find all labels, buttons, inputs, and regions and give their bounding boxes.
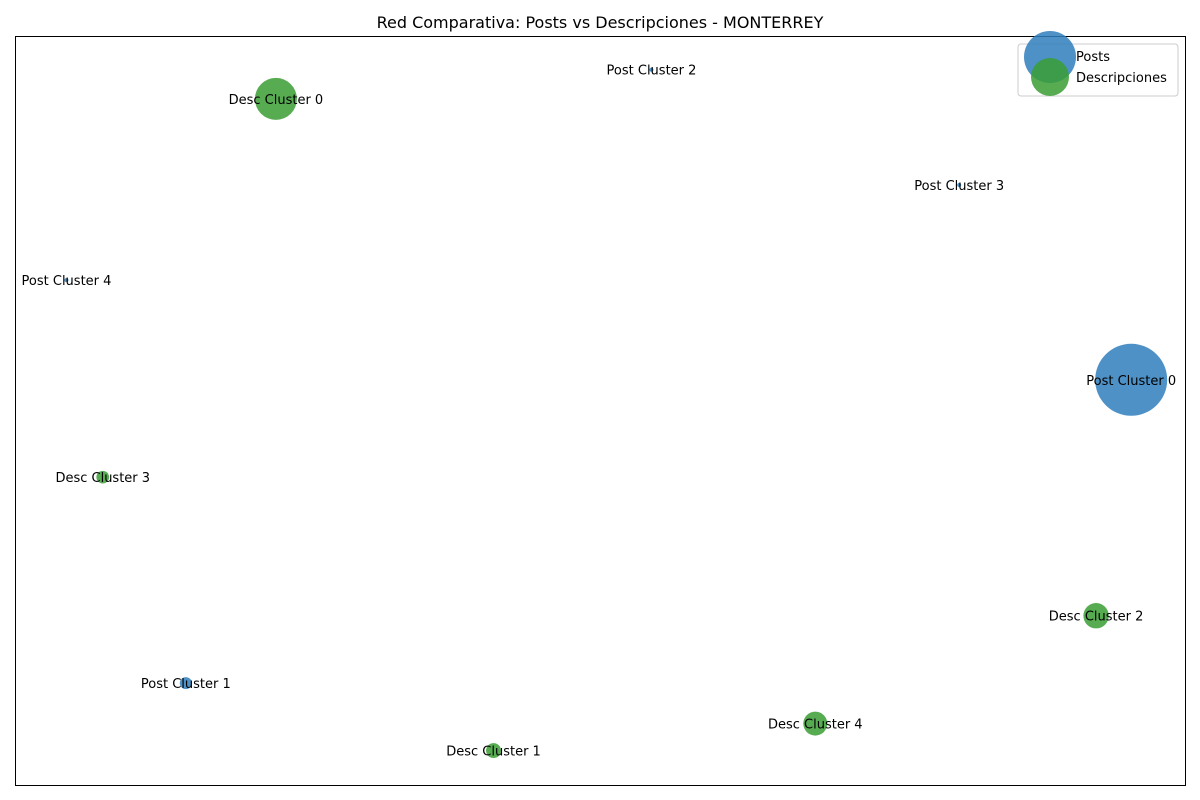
chart-title: Red Comparativa: Posts vs Descripciones …	[377, 13, 824, 32]
node-desc-cluster-1	[486, 743, 501, 759]
node-label-desc-cluster-0: Desc Cluster 0	[229, 93, 324, 108]
node-label-desc-cluster-1: Desc Cluster 1	[446, 745, 541, 760]
node-post-cluster-1	[179, 677, 192, 690]
legend-marker-descripciones	[1031, 58, 1069, 96]
node-desc-cluster-3	[96, 470, 110, 484]
node-post-cluster-0	[1095, 343, 1168, 416]
node-label-desc-cluster-3: Desc Cluster 3	[55, 471, 150, 486]
node-post-cluster-4	[64, 278, 69, 283]
nodes-layer	[64, 67, 1168, 759]
node-desc-cluster-2	[1083, 603, 1109, 629]
node-desc-cluster-0	[254, 77, 297, 120]
labels-layer: Post Cluster 0 Post Cluster 1 Post Cluster…	[22, 64, 1177, 760]
node-label-post-cluster-4: Post Cluster 4	[22, 274, 112, 289]
node-post-cluster-3	[957, 183, 962, 188]
node-post-cluster-2	[649, 67, 654, 72]
node-desc-cluster-4	[803, 711, 828, 736]
node-label-desc-cluster-4: Desc Cluster 4	[768, 718, 863, 733]
node-label-desc-cluster-2: Desc Cluster 2	[1049, 610, 1144, 625]
node-label-post-cluster-3: Post Cluster 3	[914, 179, 1004, 194]
plot-area	[15, 36, 1186, 786]
legend: Posts Descripciones	[1017, 31, 1179, 97]
legend-label-descripciones: Descripciones	[1076, 71, 1167, 86]
legend-label-posts: Posts	[1076, 50, 1110, 65]
node-label-post-cluster-1: Post Cluster 1	[141, 677, 231, 692]
node-label-post-cluster-0: Post Cluster 0	[1086, 374, 1176, 389]
node-label-post-cluster-2: Post Cluster 2	[607, 64, 697, 79]
